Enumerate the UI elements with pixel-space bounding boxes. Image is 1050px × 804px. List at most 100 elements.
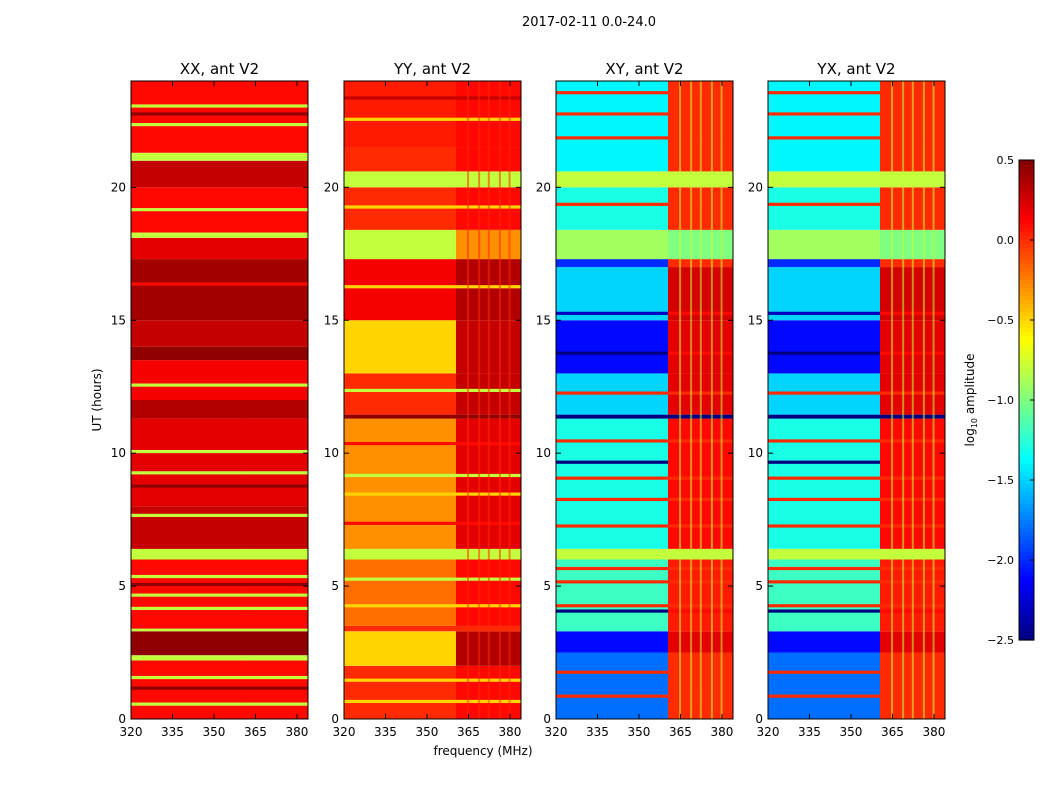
x-tick-label: 320	[757, 725, 780, 739]
colorbar-cell	[1019, 516, 1034, 521]
heatmap-stripe-rfi	[243, 582, 308, 587]
heatmap-stripe-rfi	[243, 471, 308, 475]
rfi-channel-line	[922, 81, 925, 719]
rfi-channel-line	[699, 81, 702, 719]
heatmap-segment-rfi	[243, 259, 308, 321]
x-tick-label: 380	[710, 725, 733, 739]
heatmap-segment-base	[131, 259, 244, 321]
heatmap-segment-base	[556, 81, 669, 172]
heatmap-stripe-base	[344, 117, 457, 121]
figure-title: 2017-02-11 0.0-24.0	[522, 15, 656, 30]
colorbar-cell	[1019, 608, 1034, 613]
colorbar-cell	[1019, 468, 1034, 473]
heatmap-segment-base	[131, 548, 244, 560]
colorbar-cell	[1019, 588, 1034, 593]
heatmap-segment-base	[131, 628, 244, 632]
colorbar-cell	[1019, 348, 1034, 353]
heatmap-segment-base	[556, 267, 669, 321]
heatmap-segment-base	[131, 400, 244, 419]
y-tick-label: 15	[536, 313, 551, 327]
heatmap-stripe-base	[131, 606, 244, 611]
colorbar-cell	[1019, 288, 1034, 293]
heatmap-segment-base	[768, 171, 881, 188]
colorbar-cell	[1019, 380, 1034, 385]
colorbar-cell	[1019, 480, 1034, 485]
colorbar-cell	[1019, 392, 1034, 397]
heatmap-stripe-base	[556, 694, 669, 698]
heatmap-segment-base	[131, 320, 244, 347]
colorbar-cell	[1019, 428, 1034, 433]
heatmap-stripe-base	[556, 604, 669, 608]
y-tick-label: 5	[543, 579, 551, 593]
x-tick-label: 320	[545, 725, 568, 739]
heatmap-stripe-base	[556, 609, 669, 613]
axes-frame	[343, 80, 522, 720]
colorbar-cell	[1019, 360, 1034, 365]
colorbar-cell	[1019, 500, 1034, 505]
x-tick-label: 350	[416, 725, 439, 739]
heatmap-stripe-base	[556, 476, 669, 480]
heatmap-segment-base	[768, 652, 881, 719]
colorbar-label: log10 amplitude	[963, 354, 979, 447]
heatmap-stripe-rfi	[243, 606, 308, 611]
heatmap-stripe-base	[131, 686, 244, 690]
panel-title: YY, ant V2	[393, 60, 471, 78]
heatmap-stripe-base	[344, 96, 457, 100]
panel-title: XY, ant V2	[605, 60, 683, 78]
colorbar-cell	[1019, 396, 1034, 401]
rfi-channel-line	[932, 81, 935, 719]
x-tick-label: 350	[628, 725, 651, 739]
heatmap-stripe-base	[768, 202, 881, 206]
heatmap-segment-base	[131, 81, 244, 153]
x-tick-label: 320	[333, 725, 356, 739]
heatmap-segment-base	[344, 81, 457, 148]
heatmap-stripe-base	[768, 670, 881, 674]
heatmap-stripe-rfi	[243, 513, 308, 517]
y-tick-label: 5	[118, 579, 126, 593]
heatmap-stripe-base	[556, 566, 669, 571]
y-tick-label: 10	[536, 446, 551, 460]
heatmap-stripe-base	[768, 497, 881, 502]
heatmap-segment-base	[131, 655, 244, 661]
rfi-channel-line	[679, 81, 682, 719]
y-tick-label: 10	[324, 446, 339, 460]
colorbar-cell	[1019, 560, 1034, 565]
colorbar-cell	[1019, 252, 1034, 257]
colorbar-cell	[1019, 520, 1034, 525]
heatmap-segment-base	[556, 548, 669, 560]
heatmap-segment-base	[556, 259, 669, 268]
heatmap-stripe-base	[344, 521, 457, 525]
heatmap-stripe-base	[768, 136, 881, 140]
heatmap-segment-base	[556, 652, 669, 719]
heatmap-stripe-base	[768, 609, 881, 613]
heatmap-segment-base	[556, 320, 669, 374]
colorbar-tick-label: −2.5	[987, 634, 1014, 647]
heatmap-segment-rfi	[243, 232, 308, 238]
colorbar-cell	[1019, 540, 1034, 545]
x-tick-label: 335	[374, 725, 397, 739]
colorbar-cell	[1019, 524, 1034, 529]
colorbar-cell	[1019, 424, 1034, 429]
heatmap-stripe-base	[768, 351, 881, 355]
colorbar-cell	[1019, 272, 1034, 277]
x-tick-label: 365	[669, 725, 692, 739]
heatmap-segment-rfi	[243, 631, 308, 656]
colorbar-cell	[1019, 492, 1034, 497]
heatmap-stripe-rfi	[243, 123, 308, 127]
heatmap-segment-base	[768, 418, 881, 549]
heatmap-segment-base	[768, 559, 881, 632]
heatmap-stripe-base	[768, 439, 881, 443]
colorbar-cell	[1019, 388, 1034, 393]
colorbar-cell	[1019, 364, 1034, 369]
x-tick-label: 350	[203, 725, 226, 739]
y-tick-label: 20	[536, 180, 551, 194]
colorbar-cell	[1019, 504, 1034, 509]
heatmap-stripe-base	[131, 593, 244, 597]
heatmap-segment-rfi	[243, 237, 308, 260]
colorbar-cell	[1019, 216, 1034, 221]
heatmap-stripe-base	[131, 484, 244, 488]
x-tick-label: 380	[498, 725, 521, 739]
heatmap-segment-base	[131, 232, 244, 238]
heatmap-stripe-rfi	[243, 574, 308, 579]
